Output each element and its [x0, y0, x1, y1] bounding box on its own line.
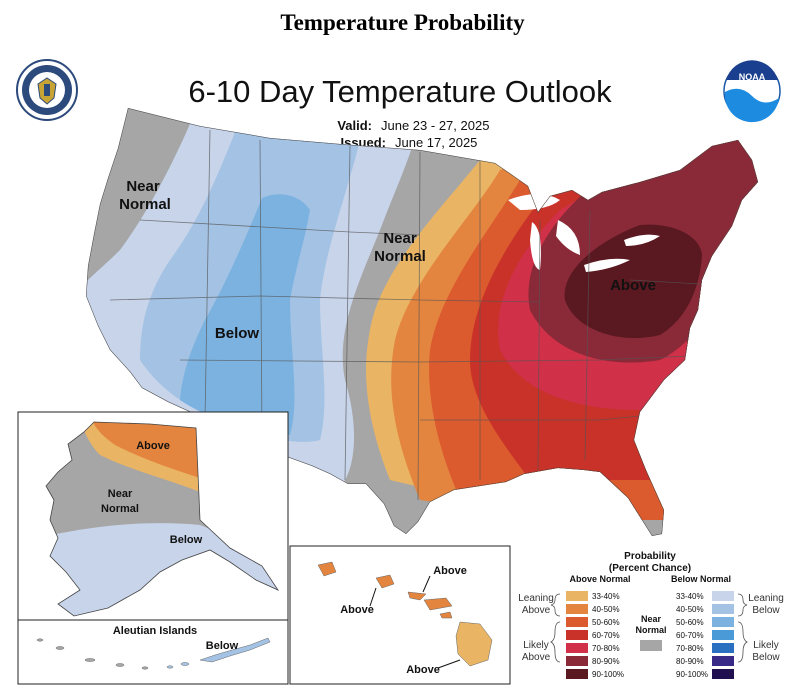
lake-ontario	[624, 234, 660, 246]
legend-above-swatch-5	[566, 656, 588, 666]
issued-date: June 17, 2025	[395, 135, 477, 150]
legend-below-swatch-0	[712, 591, 734, 601]
legend-above-swatch-3	[566, 630, 588, 640]
legend-below-swatch-3	[712, 630, 734, 640]
valid-dates: June 23 - 27, 2025	[381, 118, 489, 133]
legend-below-swatch-4	[712, 643, 734, 653]
legend-above-swatch-6	[566, 669, 588, 679]
hawaii-inset: Above Above Above	[289, 545, 511, 685]
label-below-conus: Below	[215, 325, 260, 342]
legend-leaning-above-1: Leaning	[518, 593, 554, 604]
label-near-normal-central-2: Normal	[374, 248, 426, 265]
legend-above-range-2: 50-60%	[592, 618, 620, 627]
alaska-inset: Above Near Normal Below	[17, 411, 289, 621]
legend-near-normal-swatch	[640, 640, 662, 651]
legend-above-swatch-1	[566, 604, 588, 614]
label-above-conus: Above	[610, 277, 656, 294]
legend-below-range-2: 50-60%	[676, 618, 704, 627]
lake-erie	[584, 258, 630, 272]
legend-below-range-5: 80-90%	[676, 657, 704, 666]
legend-subtitle: (Percent Chance)	[609, 563, 691, 574]
outlook-title: 6-10 Day Temperature Outlook	[188, 74, 612, 109]
legend-above-range-6: 90-100%	[592, 670, 624, 679]
legend-below-swatch-2	[712, 617, 734, 627]
label-below-alaska: Below	[170, 534, 203, 546]
legend-normal-label: Normal	[635, 625, 666, 635]
legend-above-range-1: 40-50%	[592, 605, 620, 614]
noaa-logo-text: NOAA	[739, 72, 766, 82]
label-near-normal-central: Near	[383, 230, 417, 247]
legend-below-range-3: 60-70%	[676, 631, 704, 640]
valid-label: Valid:	[337, 118, 372, 133]
legend-above-range-5: 80-90%	[592, 657, 620, 666]
state-boundaries	[109, 129, 701, 501]
legend-above-swatch-4	[566, 643, 588, 653]
legend-above-range-4: 70-80%	[592, 644, 620, 653]
legend-likely-below-1: Likely	[753, 640, 779, 651]
legend-title: Probability	[624, 551, 676, 562]
label-near-normal-west-2: Normal	[119, 196, 171, 213]
legend-likely-below-2: Below	[752, 652, 780, 663]
aleutian-inset: Aleutian Islands Below	[17, 619, 289, 685]
legend-above-header: Above Normal	[569, 574, 630, 584]
label-near-normal-west: Near	[126, 178, 160, 195]
legend-below-header: Below Normal	[671, 574, 731, 584]
legend-below-range-6: 90-100%	[676, 670, 708, 679]
label-above-hawaii-west: Above	[340, 604, 374, 616]
legend-below-range-1: 40-50%	[676, 605, 704, 614]
legend-likely-above-2: Above	[522, 652, 551, 663]
aleutian-title: Aleutian Islands	[113, 625, 197, 637]
probability-legend: Probability (Percent Chance) Above Norma…	[518, 551, 784, 679]
lake-michigan	[530, 222, 541, 270]
legend-leaning-below-2: Below	[752, 605, 780, 616]
legend-below-swatch-5	[712, 656, 734, 666]
above-90-100-zone	[564, 224, 702, 339]
legend-above-swatches: 33-40% 40-50% 50-60% 60-70% 70-80% 80-90% 90-1…	[566, 591, 624, 679]
page-title: Temperature Probability	[280, 10, 525, 35]
label-below-aleutian: Below	[206, 640, 239, 652]
legend-below-range-0: 33-40%	[676, 592, 704, 601]
legend-leaning-below-1: Leaning	[748, 593, 784, 604]
legend-above-swatch-2	[566, 617, 588, 627]
label-above-alaska: Above	[136, 440, 170, 452]
below-50-60-zone	[180, 194, 310, 435]
commerce-seal-icon	[16, 59, 78, 121]
legend-leaning-above-2: Above	[522, 605, 551, 616]
lake-huron	[556, 220, 580, 255]
legend-below-swatch-1	[712, 604, 734, 614]
noaa-logo-icon: NOAA	[723, 60, 781, 123]
legend-likely-above-1: Likely	[523, 640, 549, 651]
legend-above-range-3: 60-70%	[592, 631, 620, 640]
label-above-hawaii-north: Above	[433, 565, 467, 577]
label-near-normal-alaska: Near	[108, 488, 133, 500]
legend-below-range-4: 70-80%	[676, 644, 704, 653]
legend-below-swatches: 33-40% 40-50% 50-60% 60-70% 70-80% 80-90% 90-1…	[676, 591, 734, 679]
legend-above-range-0: 33-40%	[592, 592, 620, 601]
legend-near-label: Near	[641, 614, 662, 624]
label-above-hawaii-south: Above	[406, 664, 440, 676]
legend-below-swatch-6	[712, 669, 734, 679]
legend-above-swatch-0	[566, 591, 588, 601]
label-near-normal-alaska-2: Normal	[101, 503, 139, 515]
